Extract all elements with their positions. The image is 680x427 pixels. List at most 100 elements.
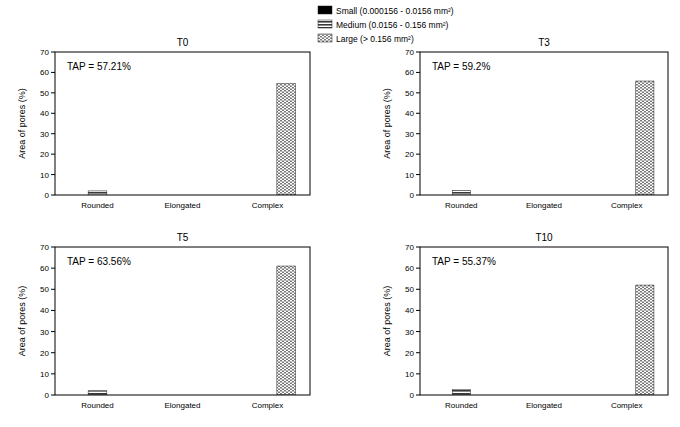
tick: [51, 72, 55, 73]
tick: [416, 174, 420, 175]
tick-label: 0: [45, 391, 50, 400]
tick: [416, 352, 420, 353]
legend-swatch: [318, 6, 332, 14]
tick: [51, 133, 55, 134]
tick: [416, 92, 420, 93]
tick: [416, 52, 420, 53]
bars: [88, 84, 295, 195]
tick: [416, 247, 420, 248]
legend-swatch: [318, 34, 332, 42]
panel: T5010203040506070Area of pores (%)Rounde…: [17, 232, 310, 410]
title: T0: [177, 37, 189, 48]
tick-label: 60: [40, 264, 49, 273]
tick-label: Elongated: [526, 201, 562, 210]
bar: [277, 266, 296, 395]
tick-label: Rounded: [81, 401, 113, 410]
tick: [51, 373, 55, 374]
plot-frame: [55, 247, 310, 395]
tick-label: Elongated: [164, 201, 200, 210]
tick-label: 30: [40, 130, 49, 139]
annotation: TAP = 57.21%: [67, 61, 131, 72]
tick-label: 10: [40, 370, 49, 379]
legend-label: Medium (0.0156 - 0.156 mm²): [336, 20, 449, 30]
tick-label: Rounded: [81, 201, 113, 210]
tick: [51, 174, 55, 175]
tick: [416, 154, 420, 155]
panel: T3010203040506070Area of pores (%)Rounde…: [382, 37, 668, 210]
axis-label: Area of pores (%): [17, 286, 27, 357]
tick-label: 20: [405, 150, 414, 159]
tick: [51, 113, 55, 114]
title: T10: [535, 232, 553, 243]
tick: [51, 289, 55, 290]
tick: [416, 373, 420, 374]
tick: [51, 247, 55, 248]
bars: [452, 285, 654, 395]
plot-frame: [420, 52, 668, 195]
tick-label: 10: [405, 171, 414, 180]
bar: [452, 390, 470, 395]
tick: [416, 133, 420, 134]
tick: [51, 154, 55, 155]
tick-label: 50: [40, 285, 49, 294]
bar: [636, 81, 654, 195]
tick-label: 40: [405, 109, 414, 118]
panel: T10010203040506070Area of pores (%)Round…: [382, 232, 668, 410]
tick-label: Elongated: [526, 401, 562, 410]
tick: [416, 289, 420, 290]
tick-label: 30: [405, 130, 414, 139]
tick: [51, 310, 55, 311]
plot-frame: [420, 247, 668, 395]
tick-label: 30: [40, 328, 49, 337]
tick-label: Complex: [611, 201, 643, 210]
tick-label: Complex: [252, 201, 284, 210]
panel: T0010203040506070Area of pores (%)Rounde…: [17, 37, 310, 210]
tick-label: 10: [40, 171, 49, 180]
tick: [51, 352, 55, 353]
tick-label: Complex: [252, 401, 284, 410]
tick: [416, 72, 420, 73]
bars: [452, 81, 654, 195]
tick-label: 20: [40, 150, 49, 159]
tick: [416, 395, 420, 396]
tick: [51, 92, 55, 93]
tick-label: 0: [410, 191, 415, 200]
tick-label: Rounded: [445, 201, 477, 210]
tick-label: 30: [405, 328, 414, 337]
tick: [416, 331, 420, 332]
tick-label: 70: [40, 243, 49, 252]
tick-label: 40: [405, 306, 414, 315]
annotation: TAP = 63.56%: [67, 256, 131, 267]
axis-label: Area of pores (%): [382, 88, 392, 159]
annotation: TAP = 55.37%: [432, 256, 496, 267]
tick-label: Rounded: [445, 401, 477, 410]
tick-label: 20: [405, 349, 414, 358]
tick: [416, 195, 420, 196]
legend-label: Small (0.000156 - 0.0156 mm²): [336, 6, 454, 16]
tick: [416, 113, 420, 114]
annotation: TAP = 59.2%: [432, 61, 490, 72]
tick-label: 50: [405, 285, 414, 294]
plot-frame: [55, 52, 310, 195]
legend: Small (0.000156 - 0.0156 mm²) Medium (0.0…: [318, 6, 454, 44]
tick-label: 40: [40, 306, 49, 315]
bar: [277, 84, 296, 195]
figure: T0 0 10 20 30 40 50 60 70 Area of pores (%) Rounde…: [0, 0, 680, 427]
tick-label: 0: [45, 191, 50, 200]
axis-label: Area of pores (%): [382, 286, 392, 357]
tick-label: 60: [40, 68, 49, 77]
tick: [416, 268, 420, 269]
tick-label: 40: [40, 109, 49, 118]
tick: [416, 310, 420, 311]
tick: [51, 195, 55, 196]
legend-label: Large (> 0.156 mm²): [336, 34, 414, 44]
tick-label: 60: [405, 68, 414, 77]
title: T5: [177, 232, 189, 243]
bar: [636, 285, 654, 395]
tick-label: 70: [405, 48, 414, 57]
tick: [51, 52, 55, 53]
tick-label: 60: [405, 264, 414, 273]
axis-label: Area of pores (%): [17, 88, 27, 159]
bars: [88, 266, 295, 395]
bar: [88, 391, 107, 395]
